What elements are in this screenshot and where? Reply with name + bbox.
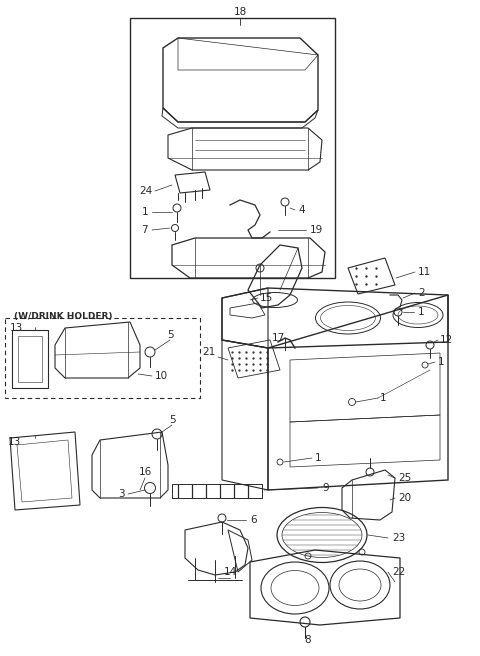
Text: 14: 14 <box>223 567 237 577</box>
Text: 22: 22 <box>392 567 405 577</box>
Text: 17: 17 <box>272 333 285 343</box>
Text: 7: 7 <box>142 225 148 235</box>
Text: 11: 11 <box>418 267 431 277</box>
Text: 6: 6 <box>250 515 257 525</box>
Text: 23: 23 <box>392 533 405 543</box>
Text: 18: 18 <box>233 7 247 17</box>
Text: (W/DRINK HOLDER): (W/DRINK HOLDER) <box>14 312 112 321</box>
Text: 4: 4 <box>298 205 305 215</box>
Text: 16: 16 <box>138 467 152 477</box>
Text: 25: 25 <box>398 473 411 483</box>
Text: 20: 20 <box>398 493 411 503</box>
Text: 2: 2 <box>418 288 425 298</box>
Bar <box>5 318 200 398</box>
Text: 1: 1 <box>418 307 425 317</box>
Text: 10: 10 <box>155 371 168 381</box>
Text: 3: 3 <box>119 489 125 499</box>
Text: 5: 5 <box>168 415 175 425</box>
Text: 21: 21 <box>202 347 215 357</box>
Text: 1: 1 <box>315 453 322 463</box>
Text: 13: 13 <box>10 323 23 333</box>
Text: 15: 15 <box>260 293 273 303</box>
Text: 1: 1 <box>380 393 386 403</box>
Text: 1: 1 <box>438 357 444 367</box>
Text: 12: 12 <box>440 335 453 345</box>
Text: 1: 1 <box>142 207 148 217</box>
Text: 19: 19 <box>310 225 323 235</box>
Bar <box>130 18 335 278</box>
Text: 9: 9 <box>322 483 329 493</box>
Text: 13: 13 <box>8 437 21 447</box>
Text: 8: 8 <box>305 635 312 645</box>
Text: 24: 24 <box>139 186 152 196</box>
Text: 5: 5 <box>167 330 173 340</box>
